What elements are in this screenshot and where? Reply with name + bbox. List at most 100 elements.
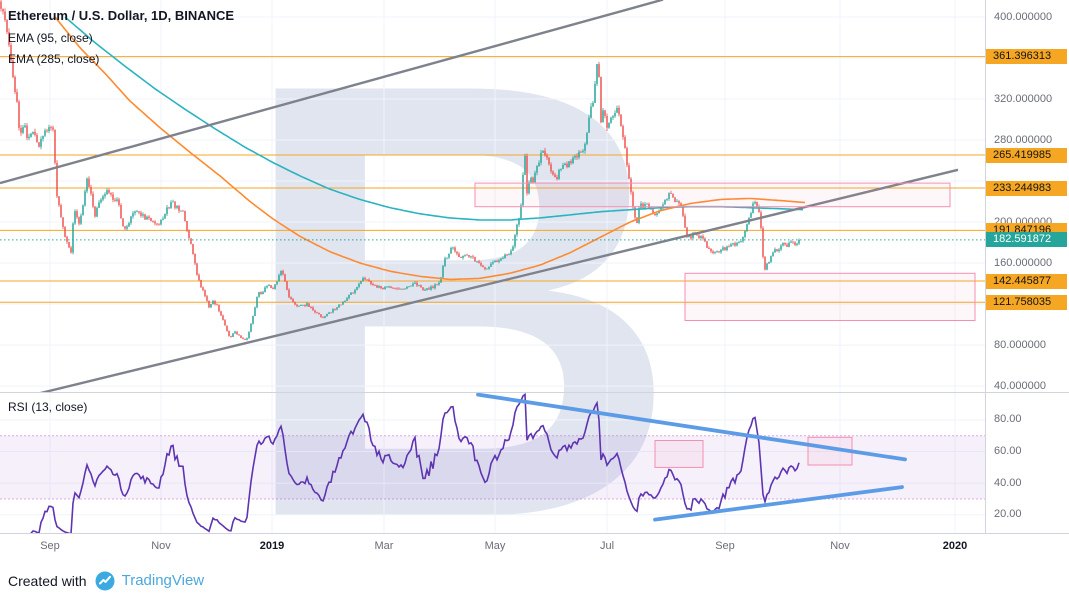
candle-body	[414, 282, 416, 284]
candle-body	[774, 249, 776, 253]
candle-body	[628, 165, 630, 179]
ema-95-line[interactable]	[54, 16, 806, 281]
time-tick-label: Nov	[151, 540, 171, 552]
candle-body	[82, 205, 84, 216]
candle-body	[326, 313, 328, 317]
candle-body	[680, 203, 682, 207]
candle-body	[144, 214, 146, 220]
candle-body	[146, 216, 148, 220]
candle-body	[406, 287, 408, 289]
candle-body	[164, 214, 166, 219]
drawing-box[interactable]	[474, 182, 951, 208]
time-tick-label: Jul	[599, 540, 615, 552]
candle-body	[698, 235, 700, 238]
rsi-tick-label: 20.00	[994, 508, 1022, 521]
candle-body	[46, 130, 48, 132]
price-level-badge: 142.445877	[986, 273, 1067, 289]
candle-body	[776, 249, 778, 252]
time-tick-label: Sep	[715, 540, 735, 552]
candle-body	[706, 241, 708, 248]
candle-body	[476, 261, 478, 263]
candle-body	[436, 284, 438, 286]
candle-body	[38, 142, 40, 147]
candle-body	[40, 138, 42, 147]
candle-body	[34, 131, 36, 135]
rsi-trend-line[interactable]	[653, 485, 904, 522]
trend-line[interactable]	[0, 0, 664, 185]
candle-body	[378, 286, 380, 288]
candle-body	[632, 192, 634, 208]
rsi-drawing-box[interactable]	[654, 440, 704, 468]
candle-body	[444, 258, 446, 266]
indicator-label-rsi[interactable]: RSI (13, close)	[8, 400, 88, 414]
candle-body	[442, 265, 444, 278]
candle-body	[488, 266, 490, 269]
candle-body	[688, 236, 690, 238]
candle-body	[670, 193, 672, 194]
candle-body	[596, 64, 598, 84]
candle-body	[182, 210, 184, 212]
price-pane[interactable]	[0, 0, 985, 392]
candle-body	[516, 224, 518, 235]
candle-body	[678, 201, 680, 204]
candle-body	[340, 304, 342, 306]
candle-body	[728, 246, 730, 248]
candle-body	[28, 136, 30, 139]
candle-body	[316, 312, 318, 314]
time-axis[interactable]: Sep Nov 2019 Mar May Jul Sep Nov 2020	[0, 533, 1069, 560]
candle-body	[494, 260, 496, 263]
candle-body	[660, 207, 662, 211]
candle-body	[422, 287, 424, 290]
candle-body	[554, 174, 556, 178]
candle-body	[258, 292, 260, 297]
candle-body	[388, 286, 390, 288]
candle-body	[232, 333, 234, 337]
candle-body	[676, 201, 678, 203]
candle-body	[590, 106, 592, 118]
candle-body	[20, 128, 22, 133]
price-axis[interactable]: 400.000000 320.000000 280.000000 200.000000…	[985, 0, 1069, 533]
candle-body	[588, 117, 590, 133]
candle-body	[552, 171, 554, 175]
candle-body	[294, 301, 296, 305]
candle-body	[512, 246, 514, 251]
indicator-label-ema285[interactable]: EMA (285, close)	[8, 52, 100, 66]
candle-body	[4, 11, 6, 20]
rsi-trend-line[interactable]	[476, 393, 907, 462]
tradingview-logo-icon[interactable]	[95, 571, 115, 591]
candle-body	[362, 277, 364, 282]
candle-body	[358, 283, 360, 287]
candle-body	[792, 241, 794, 243]
rsi-pane[interactable]	[0, 393, 985, 533]
candle-body	[526, 155, 528, 194]
candle-body	[602, 110, 604, 123]
candle-body	[230, 336, 232, 337]
candle-body	[700, 236, 702, 239]
drawing-box[interactable]	[684, 272, 976, 321]
candle-body	[142, 214, 144, 216]
candle-body	[464, 254, 466, 256]
candle-body	[614, 112, 616, 117]
indicator-label-ema95[interactable]: EMA (95, close)	[8, 31, 93, 45]
candle-body	[568, 161, 570, 168]
candle-body	[646, 203, 648, 205]
candle-body	[282, 270, 284, 275]
candle-body	[424, 289, 426, 291]
candle-body	[782, 242, 784, 246]
candle-body	[162, 218, 164, 220]
symbol-title[interactable]: Ethereum / U.S. Dollar, 1D, BINANCE	[8, 8, 235, 23]
pane-separator[interactable]	[0, 392, 1069, 393]
candle-body	[214, 300, 216, 305]
candle-body	[536, 165, 538, 173]
candle-body	[194, 253, 196, 264]
candle-body	[204, 290, 206, 297]
candle-body	[100, 199, 102, 203]
candle-body	[148, 216, 150, 218]
candle-body	[498, 260, 500, 262]
candle-body	[304, 304, 306, 306]
candle-body	[770, 256, 772, 262]
tradingview-brand-link[interactable]: TradingView	[121, 572, 205, 589]
candle-body	[556, 177, 558, 179]
candle-body	[750, 213, 752, 218]
candle-body	[180, 210, 182, 212]
